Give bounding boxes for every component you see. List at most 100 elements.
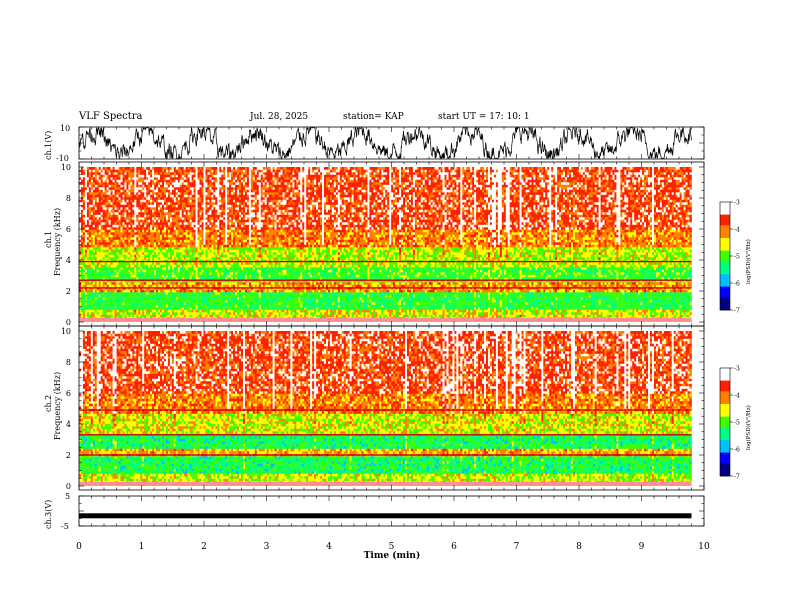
spectrogram-cell (148, 297, 150, 300)
spectrogram-cell (124, 247, 126, 250)
spectrogram-cell (91, 312, 93, 315)
spectrogram-cell (154, 180, 156, 183)
spectrogram-cell (117, 265, 119, 268)
spectrogram-cell (160, 277, 162, 280)
spectrogram-cell (154, 200, 156, 203)
spectrogram-cell (128, 217, 130, 220)
spectrogram-cell (136, 307, 138, 310)
spectrogram-cell (150, 272, 152, 275)
spectrogram-cell (103, 237, 105, 240)
spectrogram-cell (101, 207, 103, 210)
spectrogram-cell (99, 225, 101, 228)
spectrogram-cell (158, 267, 160, 270)
spectrogram-cell (103, 285, 105, 288)
spectrogram-cell (101, 270, 103, 273)
spectrogram-cell (119, 305, 121, 308)
spectrogram-cell (109, 172, 111, 175)
spectrogram-cell (103, 255, 105, 258)
spectrogram-cell (158, 292, 160, 295)
spectrogram-cell (158, 312, 160, 315)
spectrogram-cell (160, 315, 162, 318)
spectrogram-cell (97, 207, 99, 210)
spectrogram-cell (154, 252, 156, 255)
spectrogram-cell (103, 272, 105, 275)
spectrogram-cell (107, 200, 109, 203)
spectrogram-cell (97, 252, 99, 255)
spectrogram-cell (146, 242, 148, 245)
spectrogram-cell (162, 180, 164, 183)
spectrogram-cell (93, 307, 95, 310)
spectrogram-cell (87, 210, 89, 213)
spectrogram-cell (148, 210, 150, 213)
ch1-spectrogram-image (79, 167, 692, 322)
spectrogram-cell (144, 240, 146, 243)
spectrogram-cell (150, 297, 152, 300)
spectrogram-cell (117, 207, 119, 210)
spectrogram-cell (126, 300, 128, 303)
spectrogram-cell (124, 240, 126, 243)
spectrogram-cell (95, 315, 97, 318)
spectrogram-cell (91, 315, 93, 318)
spectrogram-cell (101, 300, 103, 303)
spectrogram-cell (162, 192, 164, 195)
spectrogram-cell (120, 190, 122, 193)
spectrogram-cell (119, 215, 121, 218)
spectrogram-cell (134, 235, 136, 238)
spectrogram-cell (83, 200, 85, 203)
spectrogram-cell (132, 270, 134, 273)
spectrogram-cell (148, 200, 150, 203)
spectrogram-cell (107, 180, 109, 183)
spectrogram-cell (81, 172, 83, 175)
spectrogram-cell (115, 255, 117, 258)
spectrogram-cell (156, 290, 158, 293)
spectrogram-cell (81, 232, 83, 235)
spectrogram-cell (138, 297, 140, 300)
spectrogram-cell (128, 200, 130, 203)
spectrogram-cell (126, 257, 128, 260)
spectrogram-cell (99, 200, 101, 203)
spectrogram-cell (158, 222, 160, 225)
spectrogram-cell (152, 285, 154, 288)
spectrogram-cell (142, 175, 144, 178)
spectrogram-cell (111, 285, 113, 288)
spectrogram-cell (140, 217, 142, 220)
spectrogram-cell (113, 232, 115, 235)
spectrogram-cell (111, 250, 113, 253)
spectrogram-cell (107, 312, 109, 315)
spectrogram-cell (130, 185, 132, 188)
spectrogram-cell (148, 227, 150, 230)
spectrogram-cell (124, 187, 126, 190)
spectrogram-cell (87, 292, 89, 295)
spectrogram-cell (117, 232, 119, 235)
spectrogram-cell (128, 227, 130, 230)
spectrogram-cell (89, 202, 91, 205)
spectrogram-cell (126, 290, 128, 293)
spectrogram-cell (109, 257, 111, 260)
spectrogram-cell (85, 277, 87, 280)
spectrogram-cell (156, 197, 158, 200)
spectrogram-cell (115, 257, 117, 260)
spectrogram-cell (162, 230, 164, 233)
spectrogram-cell (136, 277, 138, 280)
spectrogram-cell (148, 235, 150, 238)
spectrogram-cell (97, 212, 99, 215)
spectrogram-cell (81, 285, 83, 288)
spectrogram-cell (89, 262, 91, 265)
spectrogram-cell (154, 310, 156, 313)
spectrogram-cell (111, 172, 113, 175)
spectrogram-cell (107, 300, 109, 303)
spectrogram-cell (152, 297, 154, 300)
spectrogram-cell (140, 170, 142, 173)
spectrogram-cell (126, 255, 128, 258)
spectrogram-cell (142, 185, 144, 188)
spectrogram-cell (158, 240, 160, 243)
spectrogram-cell (107, 222, 109, 225)
spectrogram-cell (113, 207, 115, 210)
spectrogram-cell (126, 205, 128, 208)
spectrogram-cell (93, 192, 95, 195)
spectrogram-cell (120, 265, 122, 268)
spectrogram-cell (158, 217, 160, 220)
spectrogram-cell (146, 255, 148, 258)
spectrogram-cell (160, 202, 162, 205)
spectrogram-cell (158, 277, 160, 280)
